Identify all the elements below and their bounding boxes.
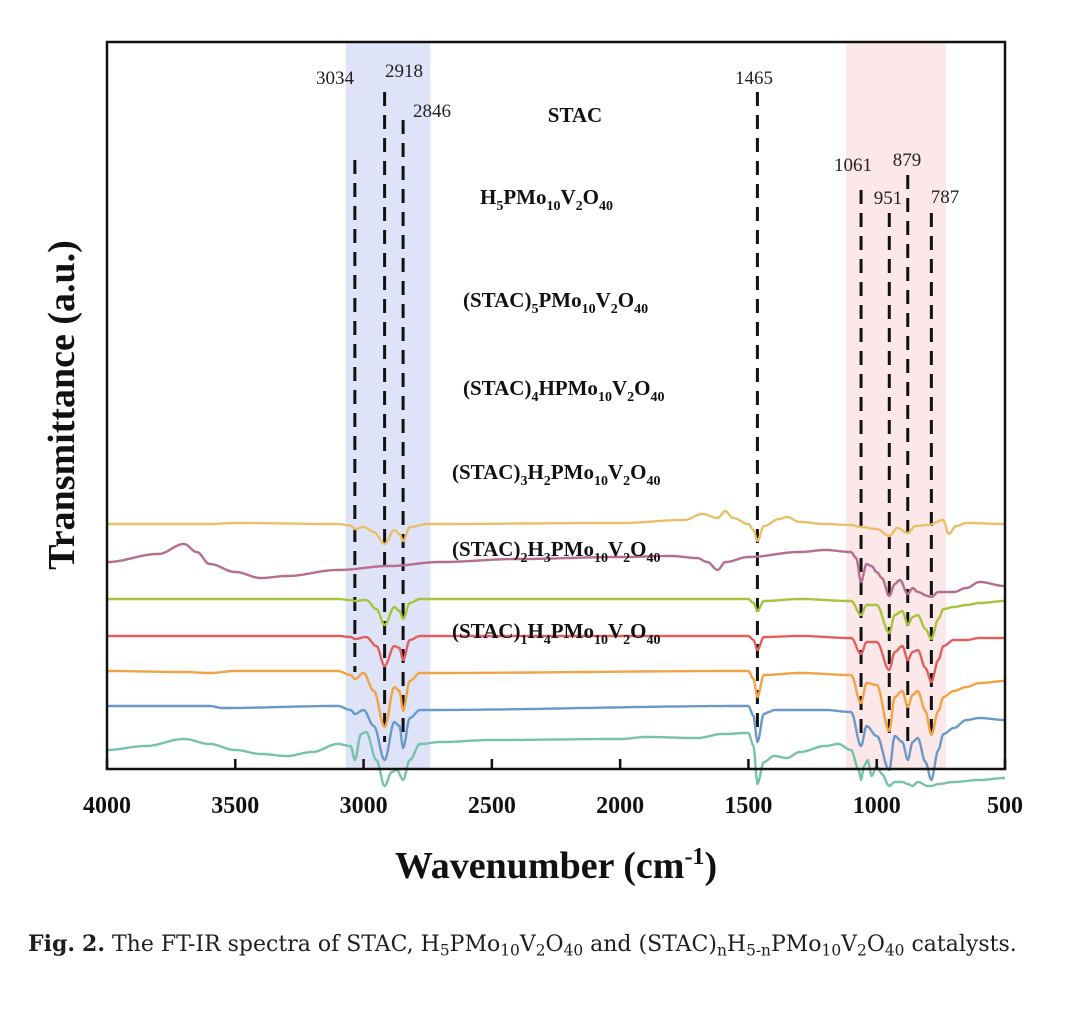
series-label-stac-1h4pmo10v2o40: (STAC)1H4PMo10V2O40 <box>452 619 660 648</box>
ftir-chart: STAC H5PMo10V2O40 (STAC)5PMo10V2O40 (STAC)4… <box>41 40 1023 887</box>
series-label-stac-3h2pmo10v2o40: (STAC)3H2PMo10V2O40 <box>452 460 660 489</box>
x-tick-label-2000: 2000 <box>596 793 644 819</box>
x-tick-label-1500: 1500 <box>724 793 772 819</box>
y-axis-title: Transmittance (a.u.) <box>41 240 83 570</box>
caption-fig-label: Fig. <box>28 931 76 957</box>
series-labels: STAC H5PMo10V2O40 (STAC)5PMo10V2O40 (STAC)4… <box>452 103 664 648</box>
x-tick-label-3500: 3500 <box>211 793 259 819</box>
x-tick-label-1000: 1000 <box>853 793 901 819</box>
series-label-stac-5pmo10v2o40: (STAC)5PMo10V2O40 <box>463 288 648 317</box>
peak-markers <box>353 92 933 742</box>
series-label-stac-2h3pmo10v2o40: (STAC)2H3PMo10V2O40 <box>452 537 660 566</box>
x-axis-title: Wavenumber (cm-1) <box>395 844 717 887</box>
x-tick-label-3000: 3000 <box>340 793 388 819</box>
series-label-stac: STAC <box>548 103 602 127</box>
x-tick-label-2500: 2500 <box>468 793 516 819</box>
x-axis-ticks: 4000 3500 3000 2500 2000 1500 1000 500 <box>83 759 1023 819</box>
peak-label-1465: 1465 <box>735 68 773 89</box>
series-line-stac-3h2pmo10v2o40 <box>107 669 1005 737</box>
peak-label-787: 787 <box>931 187 960 208</box>
series-line-stac-2h3pmo10v2o40 <box>107 704 1005 782</box>
x-tick-label-4000: 4000 <box>83 793 131 819</box>
peak-label-879: 879 <box>893 150 922 171</box>
peak-label-3034: 3034 <box>316 68 355 89</box>
series-line-stac-1h4pmo10v2o40 <box>107 730 1005 788</box>
series-line-stac <box>107 509 1005 546</box>
peak-label-1061: 1061 <box>834 155 872 176</box>
series-line-h5pmo10v2o40 <box>107 542 1005 599</box>
series-line-stac-4hpmo10v2o40 <box>107 634 1005 684</box>
highlight-region-1 <box>345 42 431 769</box>
plot-frame <box>105 40 1007 771</box>
spectra-lines <box>107 509 1005 788</box>
series-line-stac-5pmo10v2o40 <box>107 597 1005 641</box>
highlight-regions <box>345 42 946 769</box>
series-label-stac-4hpmo10v2o40: (STAC)4HPMo10V2O40 <box>463 376 664 405</box>
peak-label-2918: 2918 <box>385 61 423 82</box>
peak-label-2846: 2846 <box>413 101 451 122</box>
x-tick-label-500: 500 <box>987 793 1023 819</box>
series-label-h5pmo10v2o40: H5PMo10V2O40 <box>480 185 613 214</box>
peak-label-951: 951 <box>874 188 903 209</box>
caption-fig-number: 2. <box>82 931 105 957</box>
figure-caption: Fig. 2. The FT-IR spectra of STAC, H5PMo… <box>28 931 1017 960</box>
